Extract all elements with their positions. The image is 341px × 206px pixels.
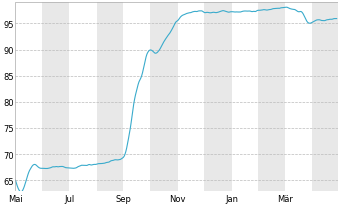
Bar bbox=[312, 4, 338, 191]
Bar bbox=[15, 4, 338, 191]
Bar bbox=[42, 4, 69, 191]
Bar bbox=[258, 4, 285, 191]
Bar bbox=[204, 4, 232, 191]
Bar bbox=[97, 4, 123, 191]
Bar bbox=[150, 4, 178, 191]
